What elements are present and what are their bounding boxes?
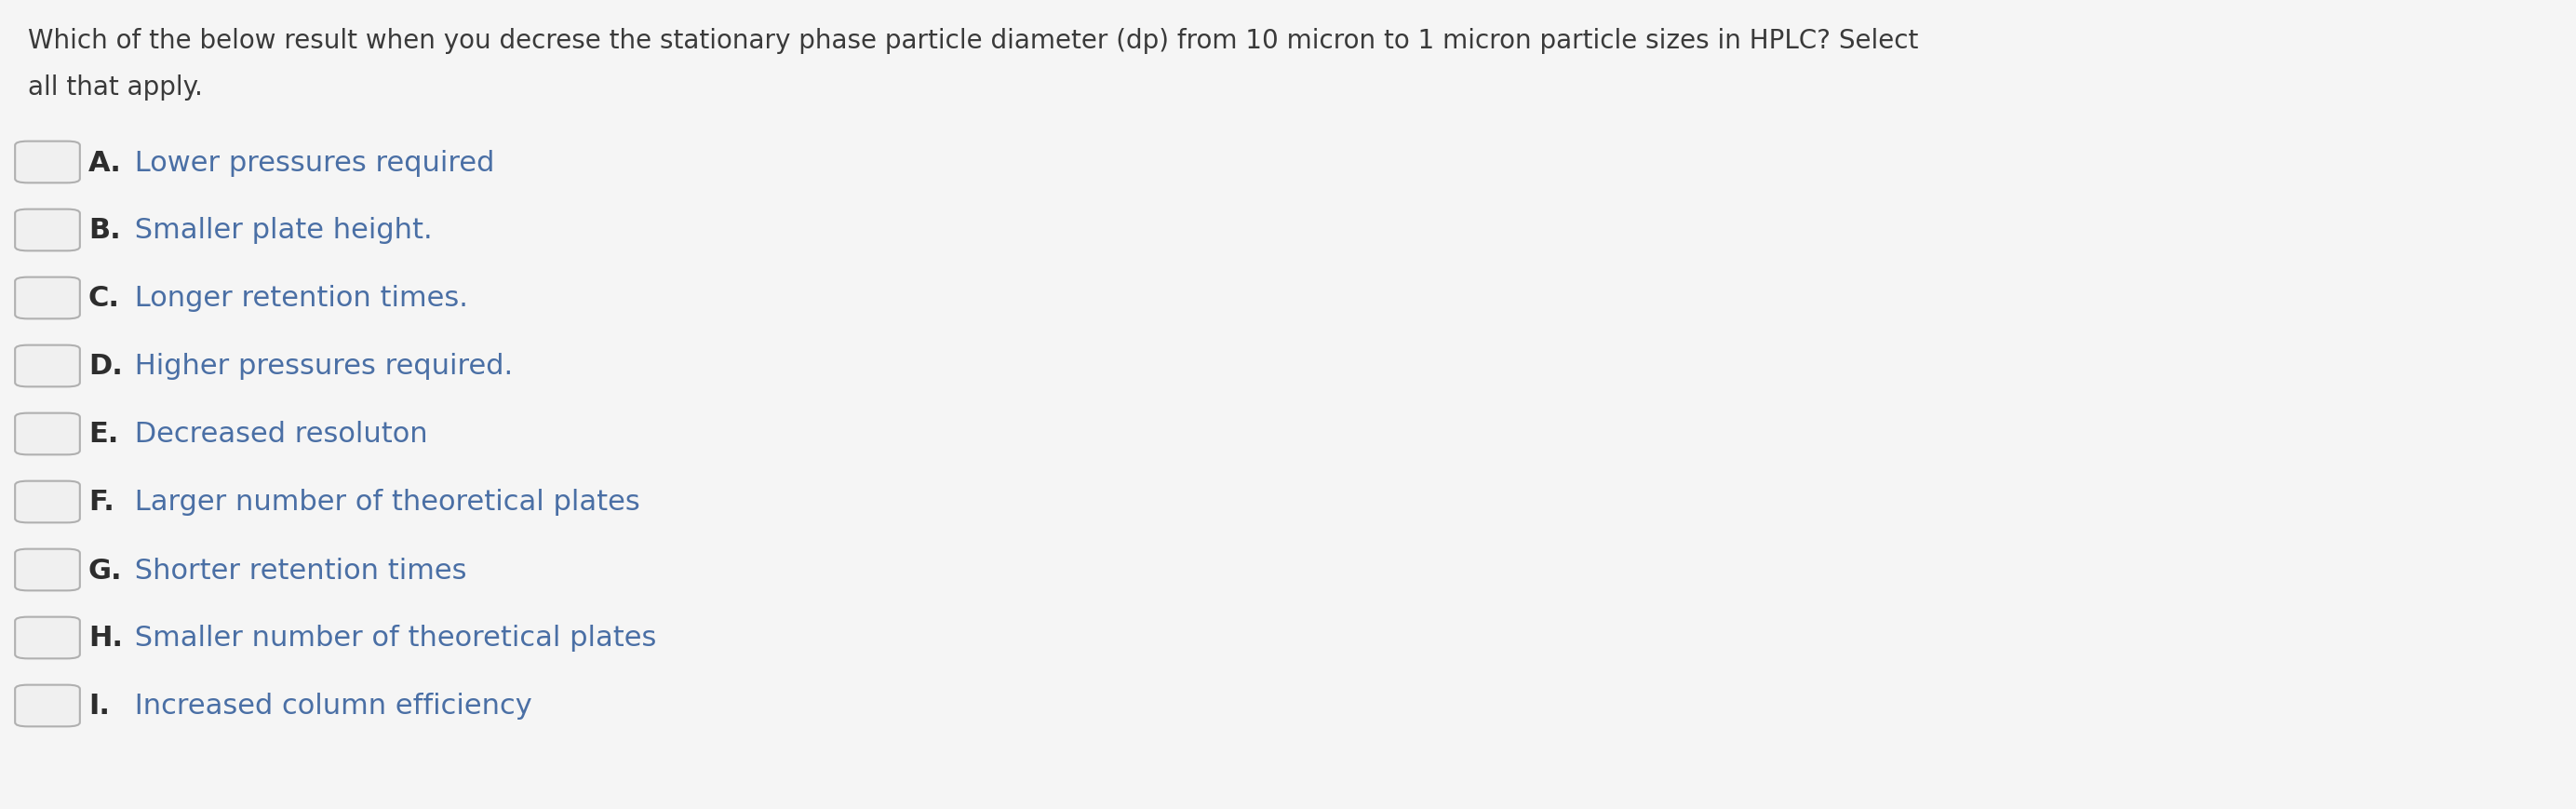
Text: Larger number of theoretical plates: Larger number of theoretical plates <box>126 489 639 515</box>
Text: G.: G. <box>88 557 124 583</box>
Text: D.: D. <box>88 353 124 380</box>
Text: E.: E. <box>88 421 118 447</box>
Text: Smaller number of theoretical plates: Smaller number of theoretical plates <box>126 625 657 651</box>
Text: I.: I. <box>88 693 111 719</box>
Text: F.: F. <box>88 489 113 515</box>
Text: Which of the below result when you decrese the stationary phase particle diamete: Which of the below result when you decre… <box>28 28 1919 54</box>
Text: Longer retention times.: Longer retention times. <box>126 285 469 312</box>
Text: Shorter retention times: Shorter retention times <box>126 557 466 583</box>
Text: H.: H. <box>88 625 124 651</box>
Text: B.: B. <box>88 217 121 244</box>
Text: Decreased resoluton: Decreased resoluton <box>126 421 428 447</box>
Text: C.: C. <box>88 285 121 312</box>
Text: all that apply.: all that apply. <box>28 74 204 100</box>
Text: Lower pressures required: Lower pressures required <box>126 149 495 176</box>
Text: Increased column efficiency: Increased column efficiency <box>126 693 533 719</box>
Text: A.: A. <box>88 149 121 176</box>
Text: Smaller plate height.: Smaller plate height. <box>126 217 433 244</box>
Text: Higher pressures required.: Higher pressures required. <box>126 353 513 380</box>
